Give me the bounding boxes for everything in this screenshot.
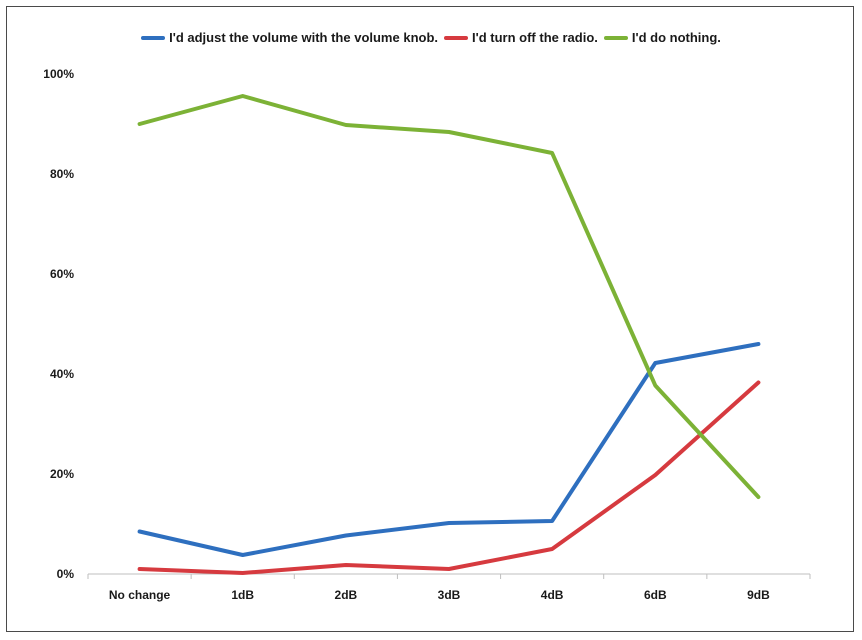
y-tick-label: 20%: [50, 467, 74, 481]
series-line-volume-knob: [137, 342, 761, 557]
legend-label-volume-knob: I'd adjust the volume with the volume kn…: [169, 30, 439, 45]
series-line-do-nothing: [137, 94, 761, 499]
x-tick-label: 3dB: [438, 588, 461, 602]
legend-item-do-nothing: I'd do nothing.: [603, 30, 721, 45]
legend-swatch-turn-off-radio: [444, 35, 469, 40]
chart-frame: [6, 6, 854, 632]
y-tick-label: 40%: [50, 367, 74, 381]
x-tick-label: 6dB: [644, 588, 667, 602]
series-line-turn-off-radio: [137, 380, 761, 575]
legend-label-do-nothing: I'd do nothing.: [631, 30, 721, 45]
y-tick-label: 60%: [50, 267, 74, 281]
x-tick-label: 1dB: [231, 588, 254, 602]
chart-legend: I'd adjust the volume with the volume kn…: [0, 30, 862, 45]
legend-item-turn-off-radio: I'd turn off the radio.: [444, 30, 598, 45]
y-tick-label: 100%: [43, 67, 74, 81]
y-tick-label: 80%: [50, 167, 74, 181]
legend-swatch-volume-knob: [141, 35, 166, 40]
x-tick-label: 9dB: [747, 588, 770, 602]
x-tick-label: No change: [109, 588, 171, 602]
x-tick-label: 2dB: [335, 588, 358, 602]
legend-item-volume-knob: I'd adjust the volume with the volume kn…: [141, 30, 438, 45]
legend-swatch-do-nothing: [603, 35, 628, 40]
legend-label-turn-off-radio: I'd turn off the radio.: [472, 30, 598, 45]
x-tick-label: 4dB: [541, 588, 564, 602]
y-tick-label: 0%: [57, 567, 75, 581]
